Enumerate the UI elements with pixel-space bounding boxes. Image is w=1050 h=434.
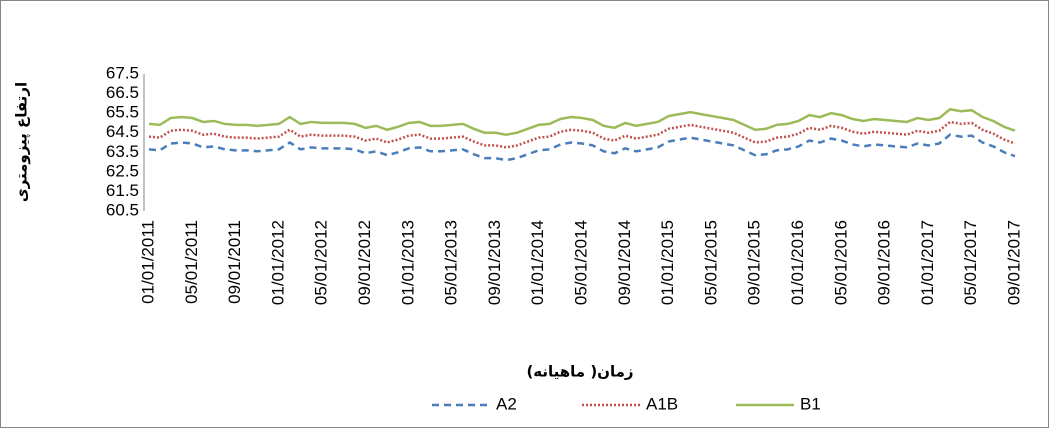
y-tick-label: 66.5 — [106, 83, 139, 102]
y-tick-label: 60.5 — [106, 200, 139, 219]
x-tick-label: 05/01/2013 — [442, 220, 461, 305]
y-tick-label: 65.5 — [106, 103, 139, 122]
x-axis-title: زمان( ماهیانه) — [526, 363, 633, 381]
x-tick-label: 09/01/2015 — [745, 220, 764, 305]
x-tick-label: 05/01/2015 — [701, 220, 720, 305]
x-tick-label: 01/01/2015 — [658, 220, 677, 305]
x-tick-label: 01/01/2012 — [268, 220, 287, 305]
x-tick-label: 09/01/2012 — [355, 220, 374, 305]
series-line — [148, 120, 1016, 149]
x-tick-label: 09/01/2014 — [615, 220, 634, 305]
series-line — [148, 107, 1016, 136]
x-tick-label: 01/01/2014 — [528, 220, 547, 305]
x-tick-label: 05/01/2014 — [571, 220, 590, 305]
x-tick-label: 09/01/2011 — [225, 220, 244, 304]
x-tick-label: 05/01/2012 — [312, 220, 331, 305]
y-tick-label: 62.5 — [106, 161, 139, 180]
y-axis-title: ارتفاع پیزومتری — [13, 82, 32, 202]
legend-label: B1 — [800, 394, 821, 413]
series-line — [148, 133, 1016, 162]
y-tick-label: 64.5 — [106, 122, 139, 141]
x-tick-label: 09/01/2013 — [485, 220, 504, 305]
legend-label: A1B — [646, 394, 678, 413]
x-tick-label: 05/01/2017 — [961, 220, 980, 305]
x-tick-label: 01/01/2013 — [398, 220, 417, 305]
x-tick-label: 01/01/2016 — [788, 220, 807, 305]
x-tick-label: 09/01/2016 — [875, 220, 894, 305]
y-tick-label: 61.5 — [106, 181, 139, 200]
x-tick-label: 01/01/2017 — [918, 220, 937, 305]
x-tick-label: 05/01/2011 — [182, 220, 201, 304]
x-tick-label: 09/01/2017 — [1004, 220, 1023, 305]
y-tick-label: 67.5 — [106, 63, 139, 82]
legend-label: A2 — [496, 394, 517, 413]
x-tick-label: 01/01/2011 — [138, 220, 157, 304]
y-tick-label: 63.5 — [106, 142, 139, 161]
x-tick-label: 05/01/2016 — [831, 220, 850, 305]
